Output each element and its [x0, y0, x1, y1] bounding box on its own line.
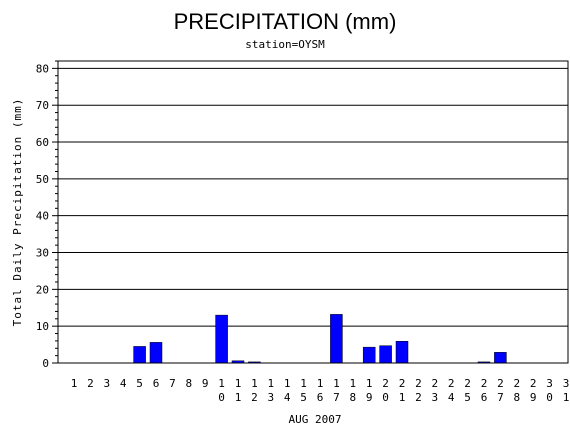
x-tick-label: 3: [103, 377, 110, 390]
chart-title: PRECIPITATION (mm): [174, 9, 397, 34]
y-axis-ticks: 0 10 20 30 40 50 60 70 80: [36, 60, 58, 370]
y-tick-label: 0: [42, 357, 49, 370]
grid-lines: [58, 67, 568, 327]
bar: [215, 314, 228, 364]
chart-subtitle: station=OYSM: [245, 38, 325, 51]
y-tick-label: 60: [36, 136, 49, 149]
y-tick-label: 50: [36, 173, 49, 186]
x-axis-ticks: 1 2 3 4 5 6 7 8 9 1 01 11 21 31 41 51 61 71 81 92 02 12 22 32 42…: [71, 377, 570, 404]
y-tick-label: 10: [36, 320, 49, 333]
bar: [379, 345, 392, 364]
x-axis-label: AUG 2007: [289, 413, 342, 426]
bar: [330, 314, 343, 364]
x-tick-label: 8: [185, 377, 192, 390]
bar: [362, 346, 376, 364]
plot-frame: [57, 60, 569, 364]
x-tick-label: 9: [202, 377, 209, 390]
bar: [494, 352, 507, 364]
y-axis-label: Total Daily Precipitation (mm): [11, 98, 24, 327]
x-tick-label: 6: [153, 377, 160, 390]
x-tick-label: 5: [136, 377, 143, 390]
x-tick-label: 2: [87, 377, 94, 390]
x-tick-label: 7: [169, 377, 176, 390]
y-tick-label: 80: [36, 62, 49, 75]
y-tick-label: 30: [36, 247, 49, 260]
y-tick-label: 20: [36, 283, 49, 296]
bar: [395, 341, 409, 364]
bar: [133, 346, 146, 364]
y-tick-label: 40: [36, 210, 49, 223]
x-tick-label: 1: [71, 377, 78, 390]
y-tick-label: 70: [36, 99, 49, 112]
bar: [149, 342, 163, 364]
x-tick-label: 4: [120, 377, 127, 390]
bars: [133, 314, 507, 364]
